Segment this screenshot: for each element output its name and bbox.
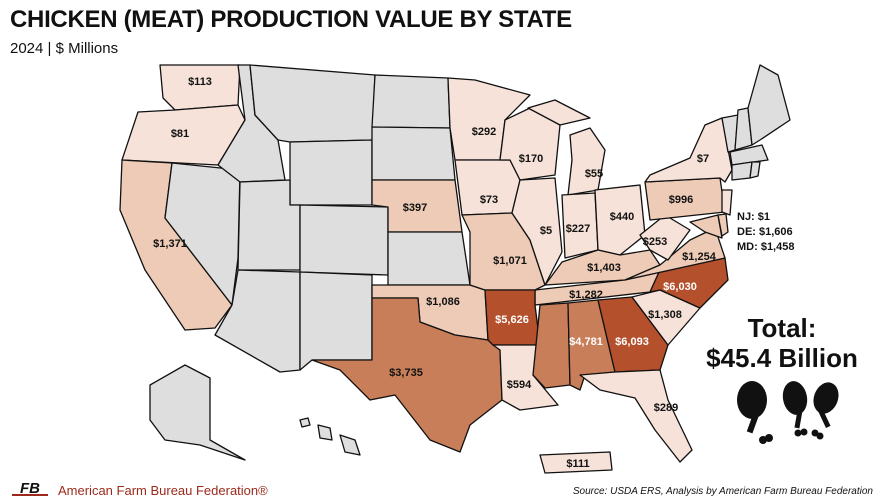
state-ks [387, 231, 471, 286]
total-callout: Total: $45.4 Billion [702, 313, 862, 373]
chart-title: CHICKEN (MEAT) PRODUCTION VALUE BY STATE [10, 6, 572, 33]
state-me [747, 64, 791, 146]
label-la: $594 [507, 379, 532, 391]
label-ia: $73 [480, 194, 498, 206]
label-tn: $1,282 [569, 289, 603, 301]
label-ky: $1,403 [587, 262, 621, 274]
label-mo: $1,071 [493, 255, 527, 267]
label-nc: $6,030 [663, 281, 697, 293]
label-fl: $289 [654, 402, 678, 414]
label-ga: $6,093 [615, 336, 649, 348]
small-state-md: MD: $1,458 [737, 241, 795, 253]
label-ny: $7 [697, 153, 709, 165]
label-wv: $253 [643, 236, 667, 248]
state-fl [579, 369, 693, 463]
chicken-drumstick-icon [811, 382, 839, 440]
label-sc: $1,308 [648, 309, 682, 321]
small-state-nj: NJ: $1 [737, 211, 771, 223]
label-oh: $440 [610, 211, 634, 223]
state-tx [311, 297, 503, 453]
label-pr: $111 [566, 458, 589, 470]
state-ms [532, 302, 571, 389]
state-ga [597, 296, 669, 373]
label-ok: $1,086 [426, 296, 460, 308]
state-hi [299, 417, 361, 456]
label-va: $1,254 [682, 251, 717, 263]
label-il: $5 [540, 225, 552, 237]
afbf-logo-icon: FB [10, 479, 50, 497]
state-oh [594, 184, 646, 256]
label-ar: $5,626 [495, 314, 529, 326]
label-in: $227 [566, 223, 590, 235]
label-mi: $55 [585, 168, 603, 180]
state-nm [299, 271, 373, 371]
state-md [689, 214, 723, 239]
chicken-drumstick-icon [737, 381, 773, 444]
state-ak [149, 364, 246, 461]
org-name: American Farm Bureau Federation® [58, 483, 268, 498]
state-nj [721, 189, 733, 216]
state-nd [371, 74, 451, 129]
state-mi [567, 127, 606, 196]
state-pr [539, 451, 613, 474]
state-de [717, 213, 729, 237]
state-sd [371, 126, 456, 181]
small-state-de: DE: $1,606 [737, 226, 793, 238]
state-ny [644, 117, 733, 183]
state-ia [454, 159, 521, 216]
label-wi: $170 [519, 153, 543, 165]
label-ca: $1,371 [153, 238, 187, 250]
state-ri [749, 161, 761, 179]
label-wa: $113 [188, 76, 212, 88]
state-ct [731, 161, 753, 181]
label-or: $81 [171, 128, 189, 140]
small-states-list: NJ: $1 DE: $1,606 MD: $1,458 [737, 210, 794, 255]
label-tx: $3,735 [389, 367, 423, 379]
state-ma [729, 144, 769, 166]
source-note: Source: USDA ERS, Analysis by American F… [572, 486, 873, 497]
label-mn: $292 [472, 126, 496, 138]
total-value: $45.4 Billion [706, 343, 858, 373]
state-co [299, 204, 389, 276]
logo-text: FB [20, 480, 40, 497]
state-va [624, 227, 726, 281]
label-pa: $996 [669, 194, 693, 206]
chicken-drumstick-icon [782, 381, 808, 437]
total-label: Total: [747, 313, 817, 343]
state-mt [249, 64, 376, 143]
label-ne: $397 [403, 202, 427, 214]
chart-subtitle: 2024 | $ Millions [10, 40, 119, 57]
state-mi-up [527, 99, 591, 126]
state-wy [289, 139, 373, 206]
label-al: $4,781 [569, 336, 603, 348]
